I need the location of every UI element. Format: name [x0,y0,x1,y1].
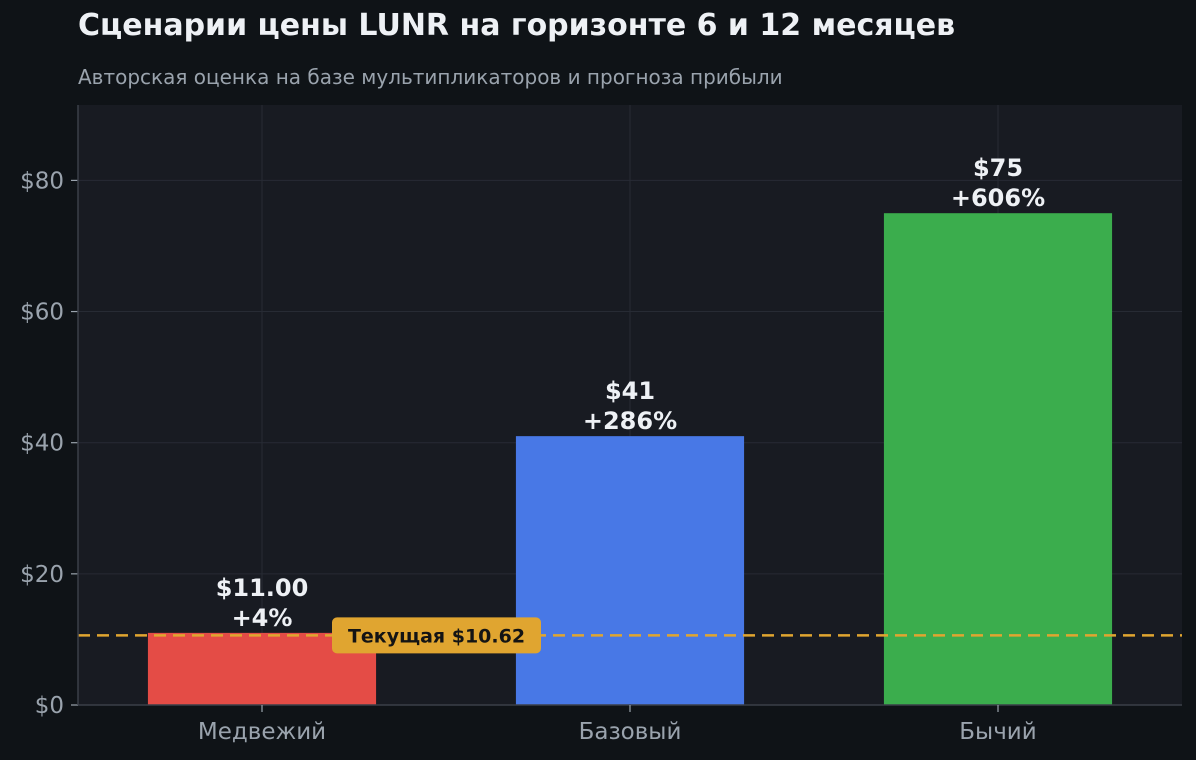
bar-3 [883,213,1113,705]
y-tick-label: $0 [35,693,64,719]
data-labels: $11.00+4% $41+286% $75+606% [216,154,1045,632]
bar-change-label: +606% [951,184,1045,212]
current-price-badge [332,617,541,654]
chart-subtitle: Авторская оценка на базе мультипликаторо… [78,65,783,89]
y-tick-label: $80 [20,168,64,194]
bar-value-label: $11.00 [216,574,309,602]
axes: $0 $20 $40 $60 $80 Медвежий Базовый Бычий [20,105,1182,745]
bar-change-label: +4% [232,604,293,632]
bar-value-label: $41 [605,377,655,405]
y-tick-label: $40 [20,431,64,457]
bar-2 [515,436,745,705]
x-tick-label: Бычий [959,719,1036,745]
current-price-line-group: Текущая $10.62 [78,617,1182,654]
chart-title: Сценарии цены LUNR на горизонте 6 и 12 м… [78,8,956,43]
bars [147,213,1113,705]
current-price-label: Текущая $10.62 [348,625,525,647]
bar-value-label: $75 [973,154,1023,182]
x-tick-label: Базовый [579,719,682,745]
y-tick-label: $20 [20,562,64,588]
x-tick-label: Медвежий [198,719,326,745]
bar-change-label: +286% [583,407,677,435]
y-tick-label: $60 [20,300,64,326]
